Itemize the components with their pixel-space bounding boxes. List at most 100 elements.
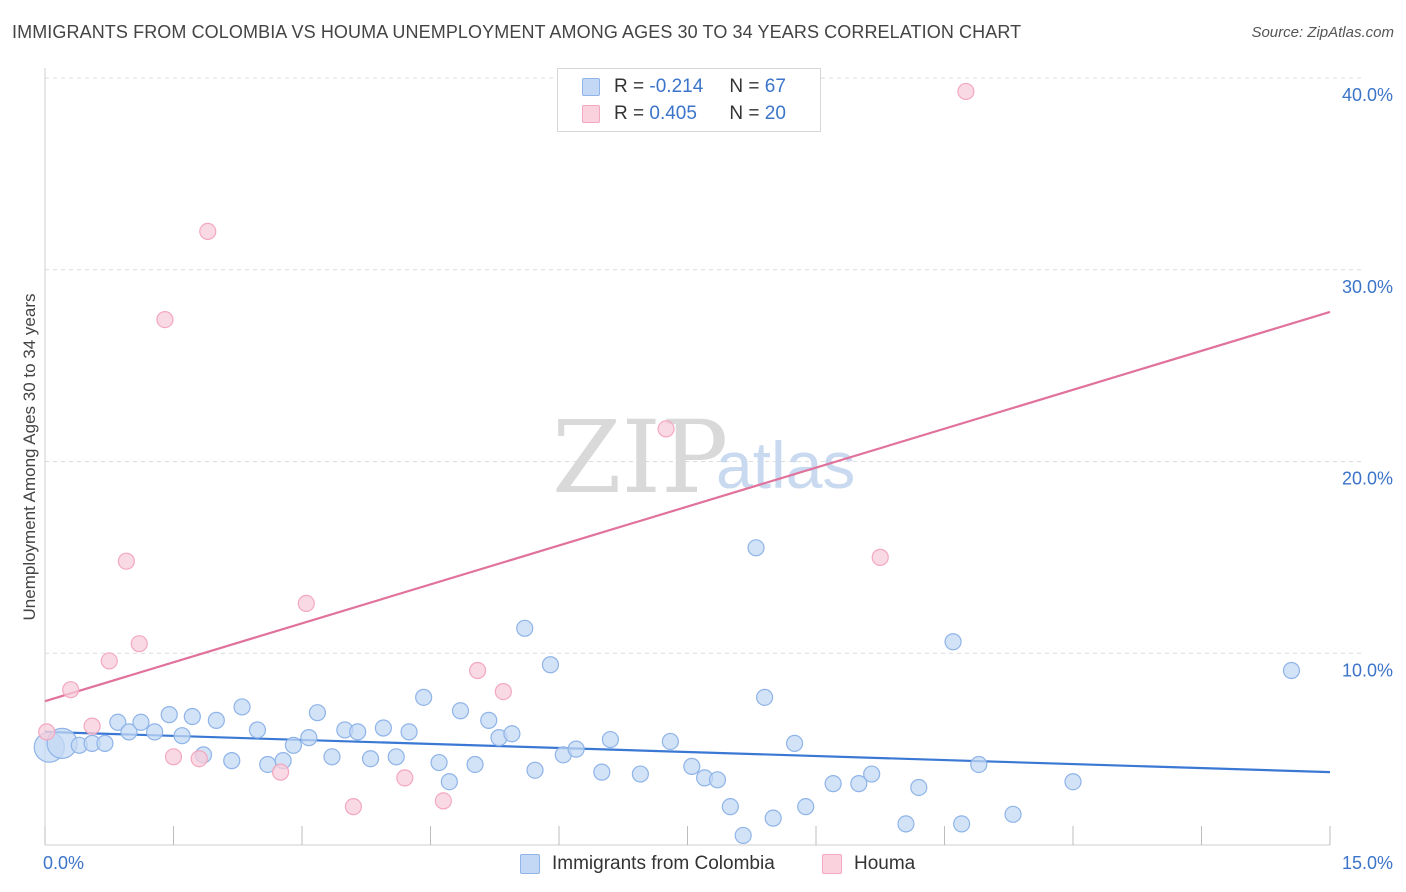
point-colombia — [567, 740, 585, 758]
point-colombia — [308, 704, 327, 722]
x-tick-label: 15.0% — [1342, 853, 1393, 873]
correlation-legend: R = -0.214 N = 67 R = 0.405 N = 20 — [557, 68, 821, 132]
watermark-atlas: atlas — [716, 428, 855, 502]
point-colombia — [863, 765, 881, 783]
point-houma — [38, 723, 56, 741]
point-colombia — [734, 826, 752, 845]
point-houma — [494, 682, 512, 701]
source-label: Source: ZipAtlas.com — [1251, 24, 1394, 41]
point-colombia — [109, 713, 127, 731]
legend-label-houma: Houma — [854, 853, 916, 874]
legend-swatch-colombia — [582, 78, 600, 96]
point-houma — [130, 635, 148, 653]
point-colombia — [1004, 805, 1022, 823]
point-colombia — [764, 809, 782, 827]
point-houma — [271, 763, 290, 781]
point-houma — [871, 548, 889, 566]
legend-swatch-houma — [582, 105, 600, 123]
legend-label-colombia: Immigrants from Colombia — [552, 853, 775, 874]
point-houma — [164, 748, 183, 766]
point-houma — [957, 82, 975, 101]
n-label: N = — [729, 103, 760, 124]
n-value-houma: 20 — [764, 103, 786, 124]
point-colombia — [953, 815, 971, 833]
point-colombia — [785, 734, 804, 752]
point-colombia — [631, 765, 649, 783]
point-colombia — [300, 729, 318, 747]
point-colombia — [173, 727, 191, 745]
legend-row-colombia: R = -0.214 N = 67 — [582, 74, 786, 100]
series-legend-colombia: Immigrants from Colombia — [520, 852, 775, 876]
data-points — [33, 82, 1301, 845]
point-colombia — [207, 711, 225, 729]
x-tick-labels: 0.0% 15.0% — [43, 853, 1393, 873]
legend-swatch-houma — [822, 854, 842, 874]
point-houma — [344, 798, 362, 816]
y-tick-label: 20.0% — [1342, 469, 1393, 489]
point-houma — [83, 717, 101, 735]
point-colombia — [120, 723, 138, 741]
point-colombia — [503, 725, 521, 743]
point-colombia — [516, 619, 534, 637]
point-colombia — [160, 706, 178, 724]
point-colombia — [897, 815, 915, 833]
point-houma — [469, 661, 487, 680]
point-colombia — [541, 656, 560, 674]
point-houma — [156, 311, 174, 329]
point-houma — [199, 222, 217, 240]
point-colombia — [374, 719, 392, 737]
point-colombia — [850, 775, 868, 793]
r-value-colombia: -0.214 — [649, 76, 704, 97]
point-houma — [100, 652, 118, 670]
point-colombia — [661, 732, 679, 751]
series-legend-houma: Houma — [822, 852, 915, 876]
trend-line-colombia — [44, 730, 1331, 774]
point-colombia — [349, 723, 367, 741]
r-label: R = — [614, 103, 645, 124]
y-tick-label: 10.0% — [1342, 660, 1393, 680]
point-colombia — [1064, 773, 1082, 791]
legend-swatch-colombia — [520, 854, 540, 874]
point-houma — [190, 750, 208, 768]
y-tick-label: 40.0% — [1342, 85, 1393, 105]
point-colombia — [1282, 661, 1301, 680]
point-colombia — [96, 734, 114, 752]
legend-row-houma: R = 0.405 N = 20 — [582, 101, 786, 127]
point-colombia — [526, 761, 544, 779]
y-tick-labels: 10.0% 20.0% 30.0% 40.0% — [1342, 85, 1393, 680]
point-colombia — [970, 755, 988, 774]
point-colombia — [755, 688, 774, 706]
point-houma — [297, 594, 315, 612]
point-colombia — [747, 539, 765, 557]
trend-line-houma — [44, 310, 1331, 703]
point-colombia — [451, 702, 470, 720]
point-colombia — [683, 757, 701, 775]
point-colombia — [233, 698, 251, 716]
point-colombia — [284, 736, 303, 754]
point-colombia — [132, 713, 150, 731]
n-value-colombia: 67 — [764, 76, 786, 97]
point-colombia — [944, 633, 962, 651]
point-colombia — [466, 755, 484, 774]
point-colombia — [146, 723, 164, 741]
y-tick-label: 30.0% — [1342, 277, 1393, 297]
point-colombia — [910, 778, 928, 797]
point-colombia — [430, 753, 448, 772]
point-colombia — [323, 748, 341, 766]
n-label: N = — [729, 76, 760, 97]
chart-title: IMMIGRANTS FROM COLOMBIA VS HOUMA UNEMPL… — [12, 22, 1022, 42]
point-houma — [62, 681, 80, 699]
r-label: R = — [614, 76, 645, 97]
y-axis-label: Unemployment Among Ages 30 to 34 years — [20, 294, 39, 621]
point-colombia — [797, 798, 815, 816]
point-colombia — [601, 730, 620, 749]
point-colombia — [721, 798, 739, 816]
point-colombia — [824, 775, 842, 793]
point-colombia — [387, 748, 405, 766]
trend-lines — [44, 310, 1331, 774]
point-houma — [117, 552, 135, 570]
x-tick-label: 0.0% — [43, 853, 84, 873]
axes — [44, 68, 1331, 846]
point-houma — [396, 769, 414, 787]
gridlines — [45, 77, 1365, 654]
